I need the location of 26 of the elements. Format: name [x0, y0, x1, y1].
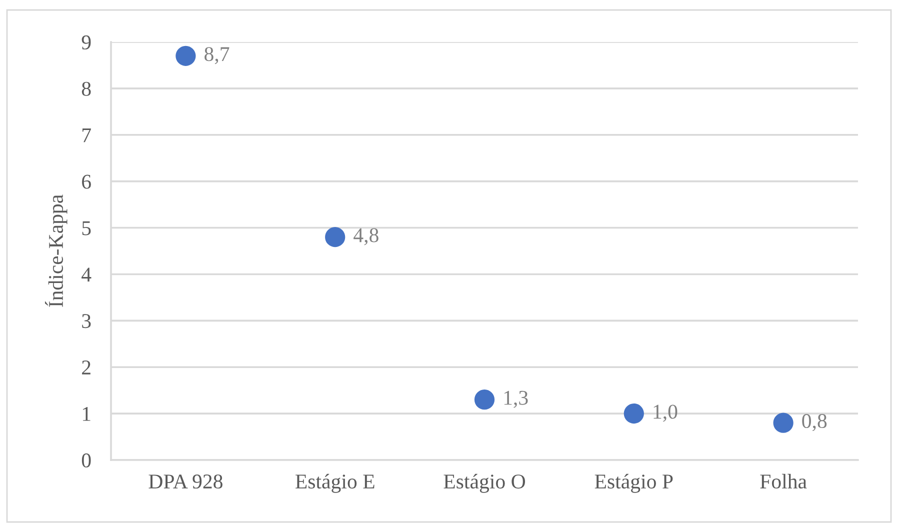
y-tick-label: 5: [82, 221, 91, 236]
data-label: 1,3: [504, 390, 528, 408]
point: [176, 46, 196, 66]
data-label: 8,7: [204, 47, 230, 64]
y-tick-label: 8: [82, 82, 91, 96]
y-tick-label: 0: [82, 453, 91, 468]
y-tick-label: 9: [82, 35, 91, 50]
y-tick-label: 3: [82, 314, 91, 328]
point: [325, 227, 346, 248]
data-label: 4,8: [354, 228, 378, 246]
point: [624, 403, 644, 424]
y-tick-label: 7: [82, 128, 91, 142]
x-tick-label: Estágio E: [295, 474, 374, 493]
x-tick-label: Estágio O: [444, 474, 526, 493]
x-tick-label: Estágio P: [594, 474, 673, 493]
data-label: 0,8: [802, 414, 827, 432]
data-label: 1,0: [654, 404, 678, 422]
y-axis-title: Índice-Kappa: [44, 194, 68, 307]
y-tick-label: 2: [82, 360, 90, 374]
point: [474, 390, 495, 410]
y-tick-label: 1: [82, 407, 90, 421]
y-tick-label: 4: [82, 268, 92, 282]
y-tick-label: 6: [82, 174, 91, 189]
x-tick-label: Folha: [760, 474, 807, 489]
point: [773, 412, 794, 433]
x-tick-label: DPA 928: [148, 474, 222, 489]
